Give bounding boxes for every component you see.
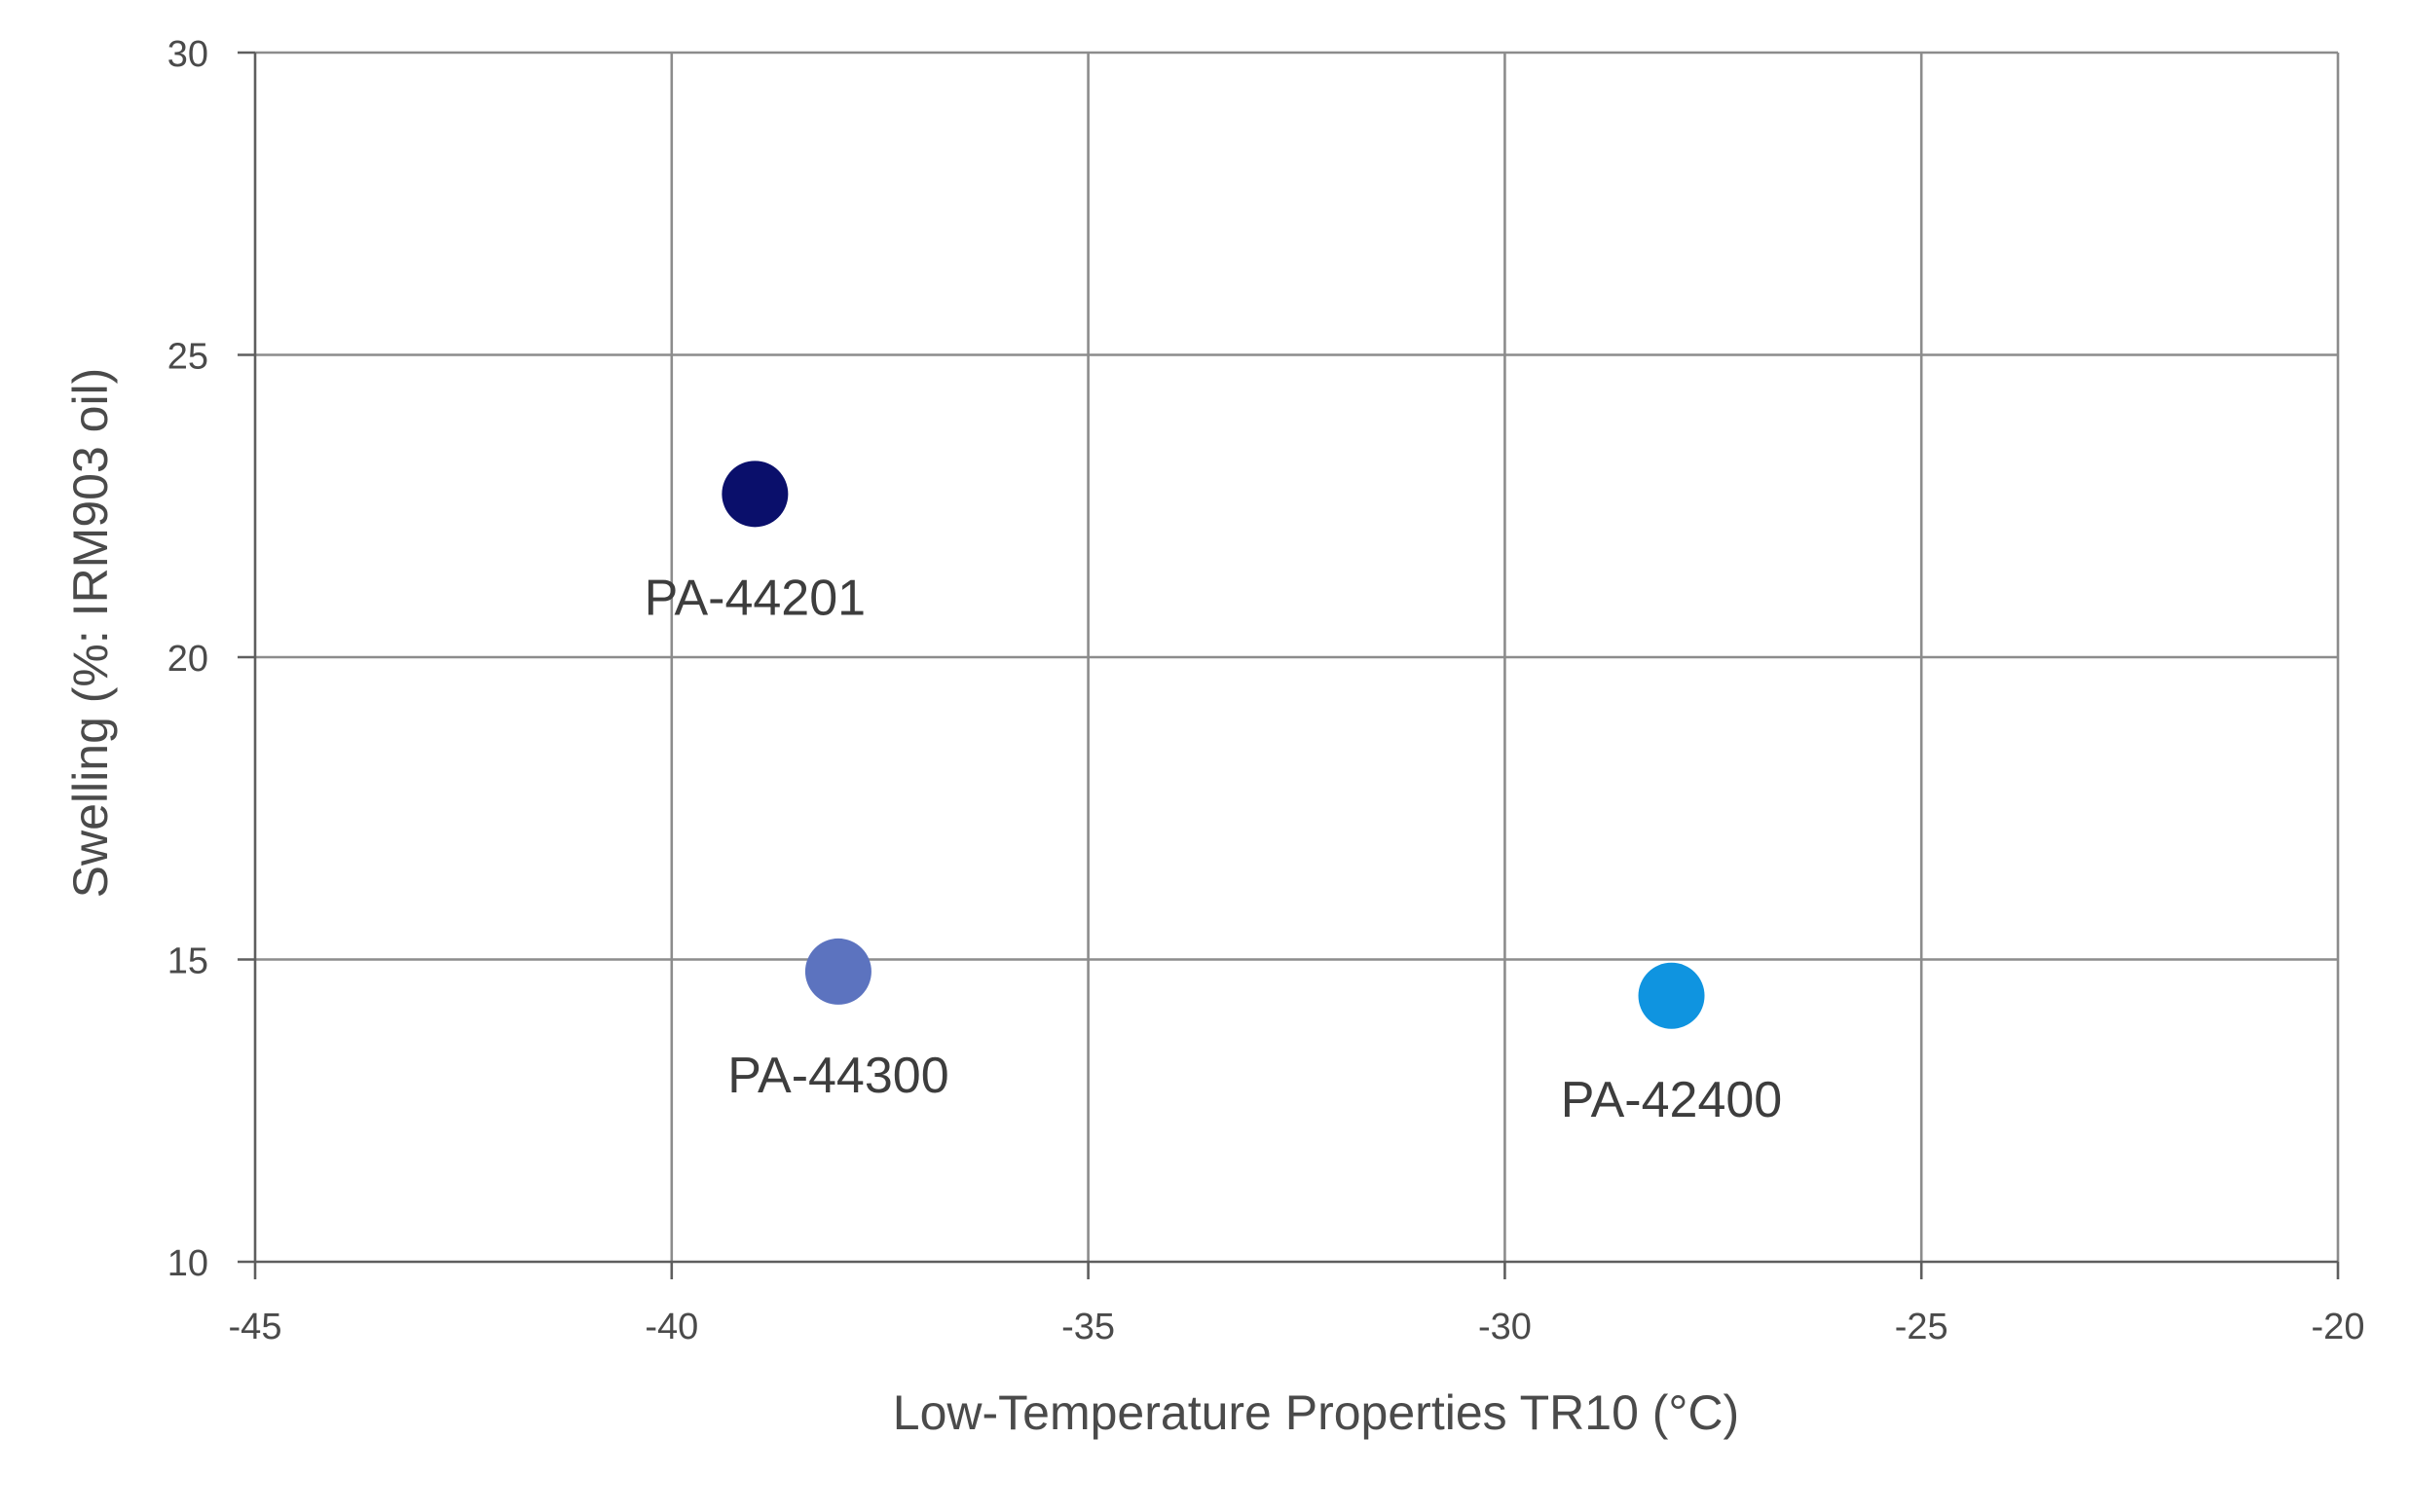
- y-tick-label: 20: [167, 639, 208, 680]
- axes: [238, 51, 2340, 1279]
- data-label: PA-44300: [727, 1048, 948, 1104]
- x-tick-label: -30: [1478, 1307, 1532, 1347]
- x-tick-label: -25: [1895, 1307, 1948, 1347]
- y-tick-label: 15: [167, 941, 208, 982]
- data-point: [1638, 962, 1705, 1029]
- x-tick-label: -35: [1061, 1307, 1115, 1347]
- data-points: [722, 461, 1705, 1029]
- y-axis-title: Swelling (%: IRM903 oil): [63, 368, 118, 899]
- grid: [255, 51, 2340, 1262]
- y-tick-label: 25: [167, 337, 208, 378]
- data-point: [722, 461, 789, 528]
- x-tick-label: -20: [2312, 1307, 2365, 1347]
- x-tick-label: -40: [645, 1307, 698, 1347]
- tick-labels: 10 15 20 25 30 -45 -40 -35 -30 -25 -20: [167, 34, 2365, 1347]
- data-label: PA-44201: [645, 570, 866, 626]
- data-labels: PA-44201 PA-44300 PA-42400: [645, 570, 1783, 1127]
- x-tick-label: -45: [229, 1307, 282, 1347]
- data-point: [804, 938, 871, 1005]
- x-axis-title: Low-Temperature Properties TR10 (°C): [893, 1385, 1739, 1440]
- y-tick-label: 30: [167, 34, 208, 75]
- y-tick-label: 10: [167, 1243, 208, 1284]
- data-label: PA-42400: [1561, 1072, 1782, 1128]
